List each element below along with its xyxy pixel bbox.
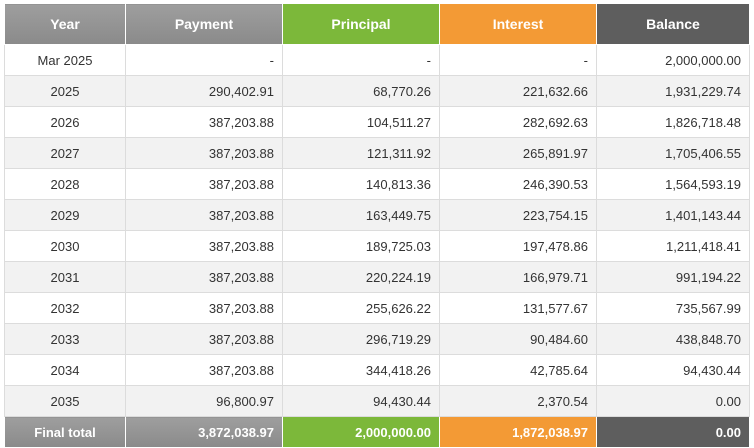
cell-payment: -	[125, 44, 283, 76]
cell-interest: 131,577.67	[439, 292, 597, 324]
total-row: Final total 3,872,038.97 2,000,000.00 1,…	[4, 416, 750, 448]
cell-balance: 2,000,000.00	[596, 44, 750, 76]
cell-balance: 438,848.70	[596, 323, 750, 355]
table-row: 2035 96,800.97 94,430.44 2,370.54 0.00	[4, 385, 750, 417]
cell-interest: 166,979.71	[439, 261, 597, 293]
cell-year: 2028	[4, 168, 126, 200]
cell-principal: 189,725.03	[282, 230, 440, 262]
cell-payment: 387,203.88	[125, 261, 283, 293]
cell-balance: 991,194.22	[596, 261, 750, 293]
cell-principal: 344,418.26	[282, 354, 440, 386]
cell-interest: 221,632.66	[439, 75, 597, 107]
cell-year: 2031	[4, 261, 126, 293]
cell-payment: 387,203.88	[125, 168, 283, 200]
cell-balance: 0.00	[596, 385, 750, 417]
header-year[interactable]: Year	[4, 3, 126, 45]
cell-principal: 68,770.26	[282, 75, 440, 107]
cell-principal: 255,626.22	[282, 292, 440, 324]
cell-interest: 197,478.86	[439, 230, 597, 262]
cell-year: 2032	[4, 292, 126, 324]
table-header: Year Payment Principal Interest Balance	[4, 3, 750, 45]
cell-year: Mar 2025	[4, 44, 126, 76]
header-principal[interactable]: Principal	[282, 3, 440, 45]
cell-balance: 735,567.99	[596, 292, 750, 324]
cell-payment: 290,402.91	[125, 75, 283, 107]
total-label: Final total	[4, 416, 126, 448]
table-footer: Final total 3,872,038.97 2,000,000.00 1,…	[4, 416, 750, 448]
cell-balance: 1,705,406.55	[596, 137, 750, 169]
cell-interest: -	[439, 44, 597, 76]
total-payment: 3,872,038.97	[125, 416, 283, 448]
total-interest: 1,872,038.97	[439, 416, 597, 448]
cell-principal: 121,311.92	[282, 137, 440, 169]
cell-payment: 387,203.88	[125, 106, 283, 138]
total-balance: 0.00	[596, 416, 750, 448]
cell-principal: 140,813.36	[282, 168, 440, 200]
header-balance[interactable]: Balance	[596, 3, 750, 45]
cell-balance: 1,931,229.74	[596, 75, 750, 107]
table-row: 2031 387,203.88 220,224.19 166,979.71 991,19…	[4, 261, 750, 293]
cell-balance: 1,564,593.19	[596, 168, 750, 200]
cell-year: 2027	[4, 137, 126, 169]
total-principal: 2,000,000.00	[282, 416, 440, 448]
cell-interest: 246,390.53	[439, 168, 597, 200]
cell-interest: 42,785.64	[439, 354, 597, 386]
amortization-schedule-table: Year Payment Principal Interest Balance …	[4, 3, 750, 448]
cell-payment: 387,203.88	[125, 137, 283, 169]
cell-year: 2035	[4, 385, 126, 417]
header-interest[interactable]: Interest	[439, 3, 597, 45]
cell-payment: 387,203.88	[125, 230, 283, 262]
cell-principal: -	[282, 44, 440, 76]
cell-year: 2030	[4, 230, 126, 262]
table-row: 2025 290,402.91 68,770.26 221,632.66 1,931,2…	[4, 75, 750, 107]
cell-payment: 387,203.88	[125, 292, 283, 324]
cell-principal: 220,224.19	[282, 261, 440, 293]
cell-interest: 90,484.60	[439, 323, 597, 355]
cell-balance: 94,430.44	[596, 354, 750, 386]
table-row: 2026 387,203.88 104,511.27 282,692.63 1,826,…	[4, 106, 750, 138]
cell-principal: 104,511.27	[282, 106, 440, 138]
table-row: 2030 387,203.88 189,725.03 197,478.86 1,211,…	[4, 230, 750, 262]
header-row: Year Payment Principal Interest Balance	[4, 3, 750, 45]
cell-year: 2025	[4, 75, 126, 107]
table-row: 2034 387,203.88 344,418.26 42,785.64 94,430.…	[4, 354, 750, 386]
table-row: 2033 387,203.88 296,719.29 90,484.60 438,848…	[4, 323, 750, 355]
cell-principal: 296,719.29	[282, 323, 440, 355]
cell-interest: 2,370.54	[439, 385, 597, 417]
cell-balance: 1,401,143.44	[596, 199, 750, 231]
table-row: 2027 387,203.88 121,311.92 265,891.97 1,705,…	[4, 137, 750, 169]
header-payment[interactable]: Payment	[125, 3, 283, 45]
cell-year: 2034	[4, 354, 126, 386]
cell-payment: 96,800.97	[125, 385, 283, 417]
cell-year: 2033	[4, 323, 126, 355]
cell-principal: 94,430.44	[282, 385, 440, 417]
cell-payment: 387,203.88	[125, 323, 283, 355]
cell-payment: 387,203.88	[125, 199, 283, 231]
table-body: Mar 2025- - -2,000,000.00 2025 290,402.91 68,…	[4, 44, 750, 417]
cell-year: 2026	[4, 106, 126, 138]
cell-interest: 223,754.15	[439, 199, 597, 231]
cell-interest: 265,891.97	[439, 137, 597, 169]
table-row: Mar 2025- - -2,000,000.00	[4, 44, 750, 76]
cell-balance: 1,826,718.48	[596, 106, 750, 138]
cell-balance: 1,211,418.41	[596, 230, 750, 262]
table-row: 2032 387,203.88 255,626.22 131,577.67 735,56…	[4, 292, 750, 324]
table-row: 2028 387,203.88 140,813.36 246,390.53 1,564,…	[4, 168, 750, 200]
table-row: 2029 387,203.88 163,449.75 223,754.15 1,401,…	[4, 199, 750, 231]
cell-year: 2029	[4, 199, 126, 231]
cell-principal: 163,449.75	[282, 199, 440, 231]
cell-payment: 387,203.88	[125, 354, 283, 386]
cell-interest: 282,692.63	[439, 106, 597, 138]
